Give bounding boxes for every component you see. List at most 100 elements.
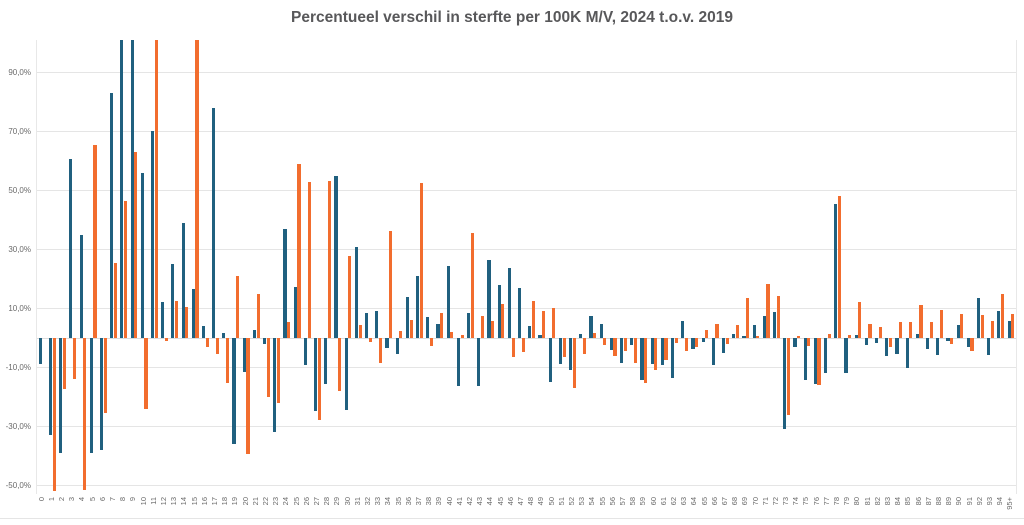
x-tick-label-1: 1 xyxy=(46,497,56,502)
x-tick-label-43: 43 xyxy=(475,497,485,506)
bar-m-91 xyxy=(966,337,970,348)
x-tick-label-8: 8 xyxy=(118,497,128,502)
y-tick-label--50: -50,0% xyxy=(5,480,31,490)
gridline-70 xyxy=(37,131,1016,133)
bar-v-84 xyxy=(899,321,903,338)
x-tick-label-40: 40 xyxy=(444,497,454,506)
x-tick-label-46: 46 xyxy=(505,497,515,506)
x-tick-label-4: 4 xyxy=(77,497,87,502)
bar-m-4 xyxy=(79,234,83,338)
x-tick-label-64: 64 xyxy=(689,497,699,506)
bar-m-28 xyxy=(324,337,328,385)
bar-v-22 xyxy=(266,337,270,397)
bar-v-91 xyxy=(970,337,974,351)
x-tick-label-55: 55 xyxy=(597,497,607,506)
bar-m-9 xyxy=(130,40,134,338)
x-tick-label-19: 19 xyxy=(230,497,240,506)
x-tick-label-17: 17 xyxy=(210,497,219,506)
bar-m-70 xyxy=(752,324,756,338)
bar-m-39 xyxy=(436,324,440,338)
x-tick-label-65: 65 xyxy=(699,497,709,506)
bar-m-57 xyxy=(620,337,624,363)
bar-v-88 xyxy=(939,309,943,338)
bar-v-58 xyxy=(633,337,638,363)
x-tick-label-28: 28 xyxy=(322,497,332,506)
bar-m-6 xyxy=(99,337,104,450)
bar-m-95+ xyxy=(1007,320,1011,338)
bar-v-68 xyxy=(735,325,740,338)
bar-v-19 xyxy=(236,275,240,338)
bar-v-61 xyxy=(664,337,668,361)
x-tick-label-61: 61 xyxy=(658,497,668,506)
bar-v-52 xyxy=(572,337,576,389)
bar-v-7 xyxy=(113,262,117,338)
gridline--30 xyxy=(37,426,1016,428)
bar-m-41 xyxy=(456,337,460,387)
x-tick-label-48: 48 xyxy=(526,497,536,506)
bar-v-55 xyxy=(603,337,607,345)
bar-m-74 xyxy=(793,337,797,348)
x-tick-label-30: 30 xyxy=(342,497,352,506)
x-tick-label-69: 69 xyxy=(740,497,750,506)
x-tick-label-14: 14 xyxy=(179,497,189,506)
bar-m-55 xyxy=(599,323,603,338)
bar-m-24 xyxy=(283,228,287,338)
bar-m-27 xyxy=(314,337,318,412)
bar-v-1 xyxy=(52,337,56,492)
bar-m-10 xyxy=(140,172,144,338)
bar-v-93 xyxy=(990,320,994,338)
x-tick-label-10: 10 xyxy=(138,497,148,506)
bar-v-32 xyxy=(368,337,372,342)
y-tick-label-10: 10,0% xyxy=(8,303,31,313)
x-tick-label-90: 90 xyxy=(954,497,964,506)
bar-v-53 xyxy=(582,337,587,355)
bar-v-66 xyxy=(715,323,719,338)
bar-v-6 xyxy=(103,337,107,413)
y-tick-label-50: 50,0% xyxy=(8,185,31,195)
bar-v-2 xyxy=(62,337,66,390)
bar-v-76 xyxy=(817,337,821,386)
x-tick-label-25: 25 xyxy=(291,497,301,506)
x-tick-label-36: 36 xyxy=(403,497,413,506)
bar-v-71 xyxy=(766,283,770,338)
bar-v-25 xyxy=(297,163,301,338)
bar-v-5 xyxy=(93,144,97,338)
bar-m-53 xyxy=(579,333,583,338)
bar-v-48 xyxy=(531,301,536,338)
x-tick-label-21: 21 xyxy=(250,497,260,506)
bar-v-42 xyxy=(470,233,474,338)
bar-v-35 xyxy=(399,330,403,338)
bar-v-13 xyxy=(174,300,179,338)
bar-m-38 xyxy=(426,317,430,338)
bar-m-34 xyxy=(385,337,389,348)
bar-m-52 xyxy=(569,337,573,371)
bar-v-26 xyxy=(307,181,311,338)
x-tick-label-76: 76 xyxy=(811,497,821,506)
x-tick-label-23: 23 xyxy=(271,497,281,506)
bar-m-94 xyxy=(997,310,1001,338)
bar-v-86 xyxy=(919,304,923,338)
x-tick-label-13: 13 xyxy=(169,497,179,506)
bar-v-18 xyxy=(225,337,230,384)
x-tick-label-15: 15 xyxy=(189,497,199,506)
plot-area xyxy=(36,40,1017,494)
x-tick-label-5: 5 xyxy=(87,497,97,502)
bar-m-7 xyxy=(110,93,114,338)
x-tick-label-91: 91 xyxy=(964,497,974,506)
x-tick-label-60: 60 xyxy=(648,497,658,506)
bar-v-9 xyxy=(134,152,138,338)
x-tick-label-38: 38 xyxy=(424,497,434,506)
bar-m-77 xyxy=(823,337,828,373)
bar-v-14 xyxy=(185,306,189,338)
x-tick-label-2: 2 xyxy=(57,497,66,502)
bar-v-64 xyxy=(695,337,699,348)
bar-v-4 xyxy=(83,337,87,490)
bar-v-87 xyxy=(929,321,933,338)
x-tick-label-18: 18 xyxy=(220,497,230,506)
bar-m-36 xyxy=(405,296,410,338)
bar-v-90 xyxy=(960,313,964,338)
bar-m-17 xyxy=(212,107,216,338)
x-tick-label-9: 9 xyxy=(128,497,138,502)
bar-m-85 xyxy=(905,337,909,368)
bar-m-63 xyxy=(681,321,685,338)
